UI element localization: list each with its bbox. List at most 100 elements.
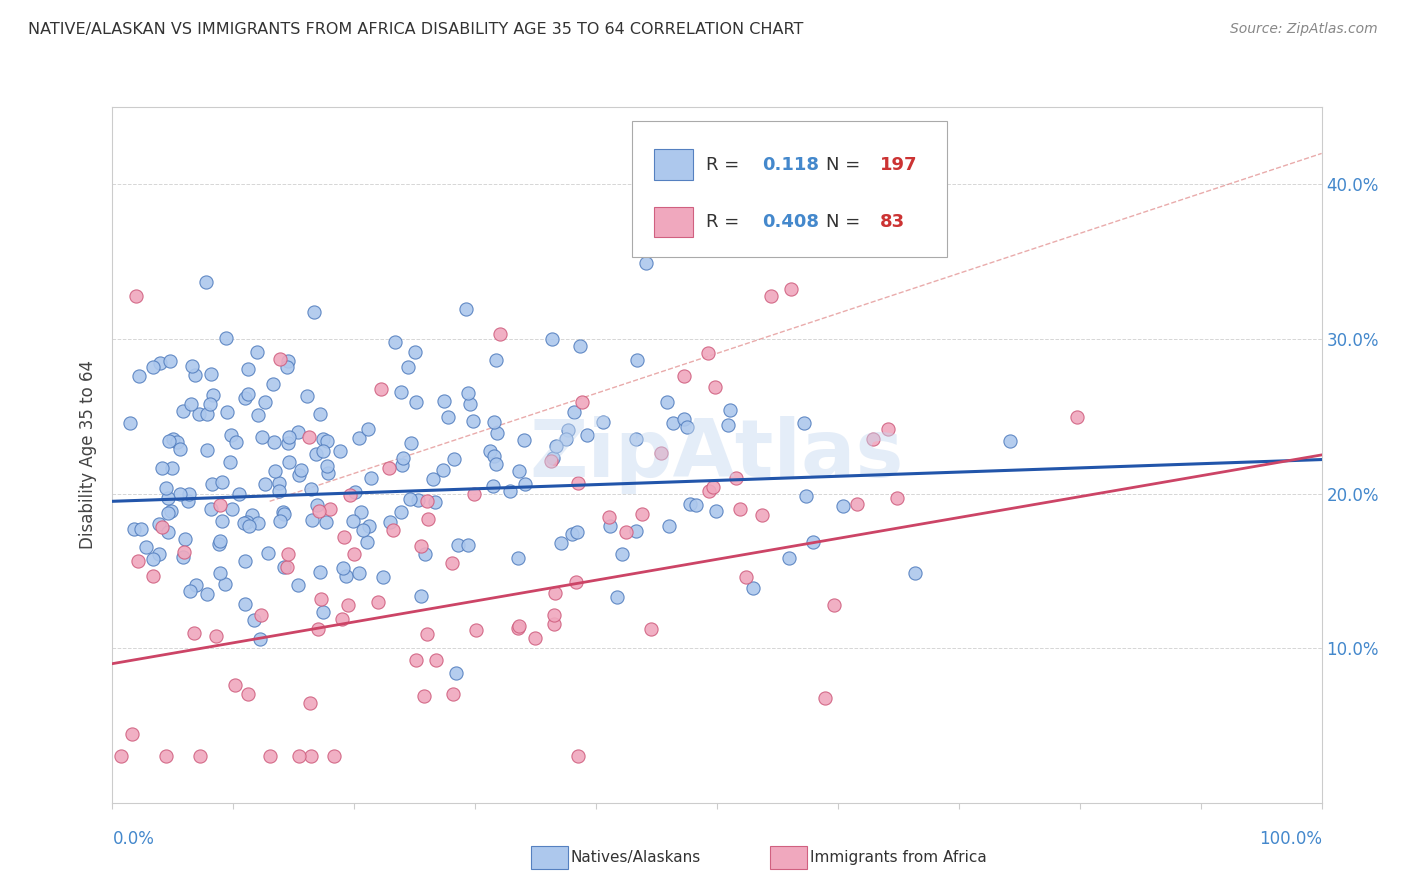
Point <box>157 525 180 540</box>
Point <box>209 566 232 581</box>
Point <box>301 513 323 527</box>
Point <box>215 331 238 345</box>
Point <box>247 408 270 422</box>
Point <box>302 305 325 319</box>
Point <box>307 499 329 513</box>
Point <box>780 281 803 295</box>
Text: 0.408: 0.408 <box>762 213 818 231</box>
Point <box>624 524 647 538</box>
Point <box>332 560 354 574</box>
Point <box>299 482 322 496</box>
Point <box>425 652 447 666</box>
Point <box>406 493 429 508</box>
Point <box>307 622 329 636</box>
Point <box>262 377 284 392</box>
Point <box>312 432 335 446</box>
Point <box>148 516 170 531</box>
Point <box>565 574 588 589</box>
Point <box>273 507 295 521</box>
Point <box>610 548 633 562</box>
Point <box>702 480 724 494</box>
Point <box>384 334 406 349</box>
Point <box>249 632 271 646</box>
Point <box>273 560 295 574</box>
Point <box>343 485 366 500</box>
Point <box>371 570 394 584</box>
Point <box>541 332 564 346</box>
Point <box>308 407 330 421</box>
Point <box>352 523 374 537</box>
Point <box>801 535 824 549</box>
Point <box>110 749 132 764</box>
Point <box>276 559 298 574</box>
Point <box>446 538 468 552</box>
Point <box>169 442 191 457</box>
Point <box>697 346 720 360</box>
Point <box>423 495 446 509</box>
Point <box>127 554 149 568</box>
Point <box>214 577 236 591</box>
Point <box>540 454 562 468</box>
Text: 83: 83 <box>880 213 905 231</box>
Point <box>253 395 276 409</box>
Point <box>236 687 259 701</box>
Point <box>299 697 322 711</box>
Point <box>264 464 287 478</box>
Point <box>465 623 488 637</box>
Point <box>672 411 695 425</box>
Point <box>342 514 364 528</box>
Point <box>177 487 200 501</box>
Point <box>626 352 648 367</box>
Point <box>614 525 637 540</box>
Point <box>277 455 299 469</box>
Point <box>269 514 291 528</box>
Point <box>409 539 432 553</box>
Point <box>278 430 301 444</box>
Point <box>211 514 233 528</box>
Point <box>444 665 467 680</box>
Point <box>409 589 432 603</box>
Point <box>200 367 222 381</box>
Point <box>233 554 256 568</box>
Point <box>162 432 184 446</box>
Point <box>240 508 263 523</box>
Point <box>125 289 148 303</box>
Point <box>457 538 479 552</box>
Point <box>463 487 485 501</box>
Point <box>253 477 276 491</box>
Point <box>315 434 337 448</box>
Point <box>208 534 231 549</box>
Point <box>201 476 224 491</box>
Point <box>370 382 392 396</box>
Point <box>640 622 662 636</box>
Point <box>287 578 309 592</box>
Point <box>287 425 309 439</box>
FancyBboxPatch shape <box>633 121 946 257</box>
Point <box>169 487 191 501</box>
Point <box>378 461 401 475</box>
Point <box>259 749 281 764</box>
Point <box>433 394 456 409</box>
Point <box>156 491 179 505</box>
Point <box>155 481 177 495</box>
Point <box>457 386 479 401</box>
Point <box>246 516 269 530</box>
Point <box>308 504 330 518</box>
Point <box>277 435 299 450</box>
Point <box>238 519 260 533</box>
Y-axis label: Disability Age 35 to 64: Disability Age 35 to 64 <box>79 360 97 549</box>
Point <box>195 442 218 457</box>
Point <box>485 353 508 368</box>
Point <box>412 690 434 704</box>
Point <box>330 612 353 626</box>
Point <box>846 497 869 511</box>
Point <box>741 581 763 595</box>
Point <box>679 497 702 511</box>
Point <box>485 457 508 471</box>
Point <box>159 354 181 368</box>
Point <box>128 368 150 383</box>
Point <box>389 384 412 399</box>
FancyBboxPatch shape <box>654 150 693 180</box>
Point <box>565 525 588 540</box>
Point <box>567 475 589 490</box>
